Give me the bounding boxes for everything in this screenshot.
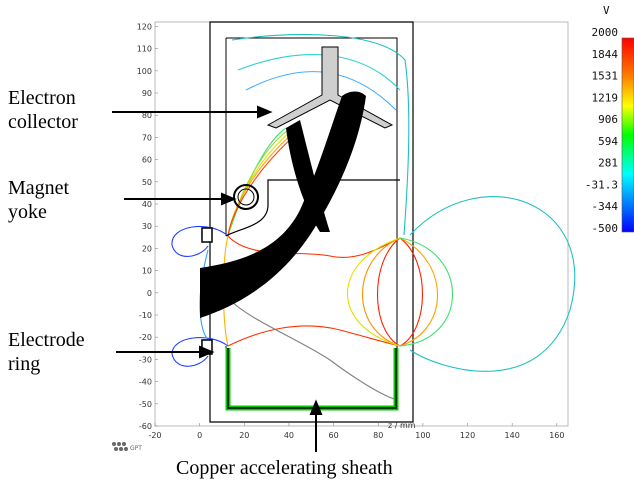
colorbar bbox=[621, 37, 634, 233]
label-electrode-ring: Electrode ring bbox=[8, 329, 85, 375]
colorbar-level: -500 bbox=[592, 222, 619, 235]
x-tick-label: 0 bbox=[197, 431, 202, 440]
y-tick-label: 90 bbox=[142, 89, 152, 98]
colorbar-level: 906 bbox=[598, 113, 618, 126]
y-tick-label: -40 bbox=[139, 378, 152, 387]
y-tick-label: 50 bbox=[142, 178, 152, 187]
colorbar-level: 281 bbox=[598, 157, 618, 170]
x-tick-label: 60 bbox=[329, 431, 339, 440]
equipotential-lines bbox=[171, 33, 576, 401]
x-axis-label: z / mm bbox=[388, 421, 416, 430]
y-tick-label: 80 bbox=[142, 111, 152, 120]
y-tick-label: 40 bbox=[142, 200, 152, 209]
y-tick-label: 60 bbox=[142, 156, 152, 165]
plot-frame bbox=[154, 21, 569, 427]
svg-text:GPT: GPT bbox=[130, 445, 142, 452]
label-electron-collector: Electron collector bbox=[8, 87, 78, 133]
electrode-ring-upper bbox=[201, 227, 213, 243]
y-tick-label: 110 bbox=[137, 45, 152, 54]
electron-collector bbox=[266, 46, 394, 129]
colorbar-level: -344 bbox=[592, 200, 619, 213]
y-tick-label: 20 bbox=[142, 244, 152, 253]
x-tick-label: 160 bbox=[549, 431, 564, 440]
y-tick-label: 100 bbox=[137, 67, 152, 76]
callout-arrows bbox=[112, 105, 323, 452]
copper-sheath bbox=[225, 348, 399, 411]
y-tick-label: -60 bbox=[139, 422, 152, 431]
colorbar-level: 1219 bbox=[592, 91, 619, 104]
y-tick-label: -20 bbox=[139, 333, 152, 342]
colorbar-level: 1844 bbox=[592, 48, 619, 61]
colorbar-level: 2000 bbox=[592, 26, 619, 39]
colorbar-level: -31.3 bbox=[585, 178, 618, 191]
y-tick-label: 120 bbox=[137, 22, 152, 31]
x-tick-label: 120 bbox=[460, 431, 475, 440]
electron-beam bbox=[200, 91, 366, 318]
colorbar-labels: 2000 1844 1531 1219 906 594 281 -31.3 -344 -500 bbox=[585, 26, 618, 235]
y-tick-label: 10 bbox=[142, 267, 152, 276]
y-tick-label: -10 bbox=[139, 311, 152, 320]
x-tick-label: 100 bbox=[415, 431, 430, 440]
x-tick-label: -20 bbox=[148, 431, 161, 440]
colorbar-unit: V bbox=[603, 4, 610, 17]
x-tick-label: 40 bbox=[284, 431, 294, 440]
label-copper-sheath: Copper accelerating sheath bbox=[176, 457, 393, 479]
x-tick-label: 80 bbox=[373, 431, 383, 440]
gpt-logo: GPT bbox=[112, 442, 142, 452]
x-tick-label: 20 bbox=[239, 431, 249, 440]
colorbar-level: 594 bbox=[598, 135, 618, 148]
y-tick-label: 0 bbox=[147, 289, 152, 298]
colorbar-level: 1531 bbox=[592, 70, 619, 83]
x-axis-ticks: -20 0 20 40 60 80 100 120 140 160 bbox=[148, 423, 564, 440]
x-tick-label: 140 bbox=[505, 431, 520, 440]
y-tick-label: 70 bbox=[142, 133, 152, 142]
y-tick-label: 30 bbox=[142, 222, 152, 231]
y-tick-label: -30 bbox=[139, 355, 152, 364]
y-axis-ticks: 1201101009080706050403020100-10-20-30-40… bbox=[137, 22, 158, 431]
y-tick-label: -50 bbox=[139, 400, 152, 409]
magnet-yoke bbox=[233, 184, 259, 210]
label-magnet-yoke: Magnet yoke bbox=[8, 177, 70, 223]
